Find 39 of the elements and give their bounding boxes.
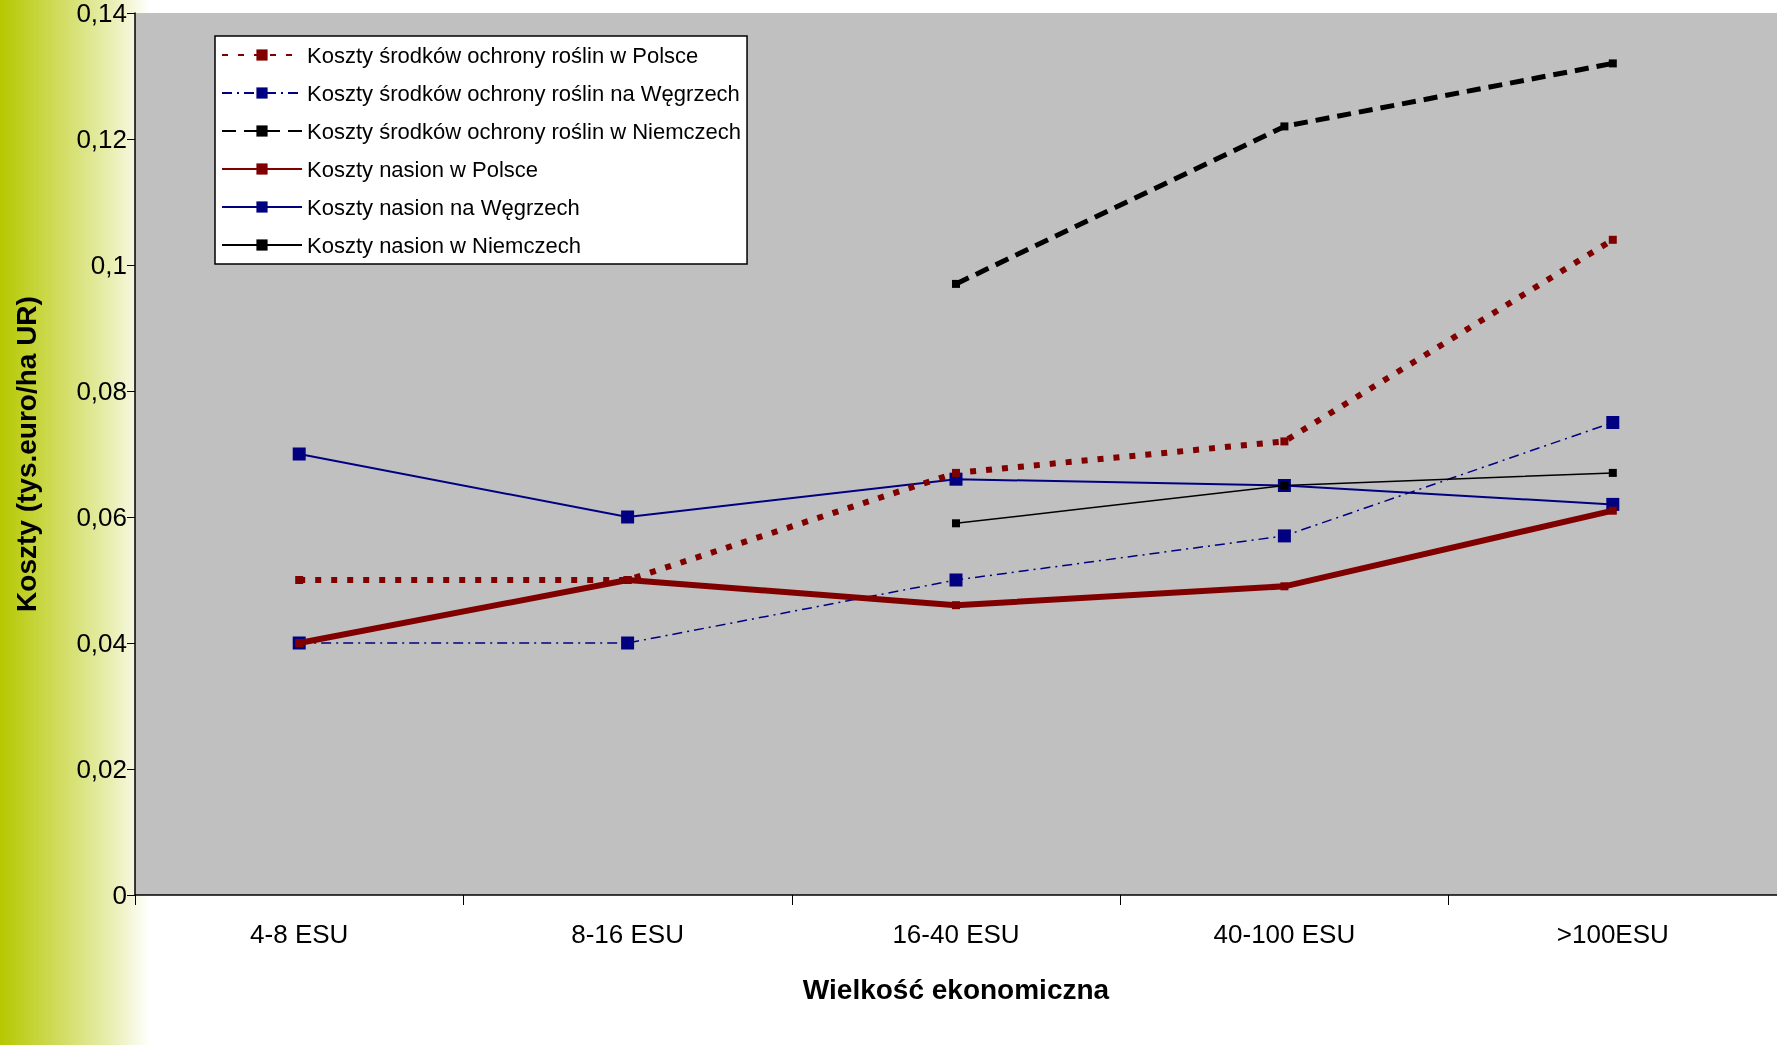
y-tick-label: 0,1 xyxy=(90,250,127,280)
point xyxy=(1608,59,1617,68)
y-axis-title: Koszty (tys.euro/ha UR) xyxy=(10,296,42,612)
x-tick-label: 16-40 ESU xyxy=(892,919,1020,949)
legend-label: Koszty nasion na Węgrzech xyxy=(307,194,580,220)
y-tick-label: 0,12 xyxy=(76,124,127,154)
x-tick-label: 8-16 ESU xyxy=(571,919,684,949)
x-tick-label: 4-8 ESU xyxy=(250,919,349,949)
point xyxy=(1277,529,1291,543)
x-tick-label: >100ESU xyxy=(1556,919,1669,949)
y-tick-label: 0,06 xyxy=(76,502,127,532)
legend-label: Koszty środków ochrony roślin w Polsce xyxy=(307,42,699,68)
point xyxy=(1608,468,1617,477)
point xyxy=(1280,437,1289,446)
point xyxy=(949,573,963,587)
x-tick-label: 40-100 ESU xyxy=(1213,919,1356,949)
legend-label: Koszty nasion w Niemczech xyxy=(307,232,581,258)
y-tick-label: 0,04 xyxy=(76,628,127,658)
legend-label: Koszty nasion w Polsce xyxy=(307,156,539,182)
point xyxy=(295,576,304,584)
x-axis-title: Wielkość ekonomiczna xyxy=(802,973,1110,1005)
point xyxy=(621,510,635,524)
legend-label: Koszty środków ochrony roślin w Niemczech xyxy=(307,118,742,144)
point xyxy=(292,447,306,461)
point xyxy=(952,468,960,477)
point xyxy=(952,601,960,610)
point xyxy=(952,519,960,528)
point xyxy=(952,279,960,288)
y-tick-label: 0,02 xyxy=(76,754,127,784)
point xyxy=(1280,122,1289,131)
y-tick-label: 0,08 xyxy=(76,376,127,406)
point xyxy=(1608,235,1617,244)
y-tick-label: 0,14 xyxy=(76,0,127,28)
legend-label: Koszty środków ochrony roślin na Węgrzech xyxy=(307,80,740,106)
point xyxy=(1608,506,1617,515)
point xyxy=(621,636,635,650)
y-tick-label: 0 xyxy=(112,880,127,910)
point xyxy=(1280,582,1289,591)
point xyxy=(1606,416,1620,429)
